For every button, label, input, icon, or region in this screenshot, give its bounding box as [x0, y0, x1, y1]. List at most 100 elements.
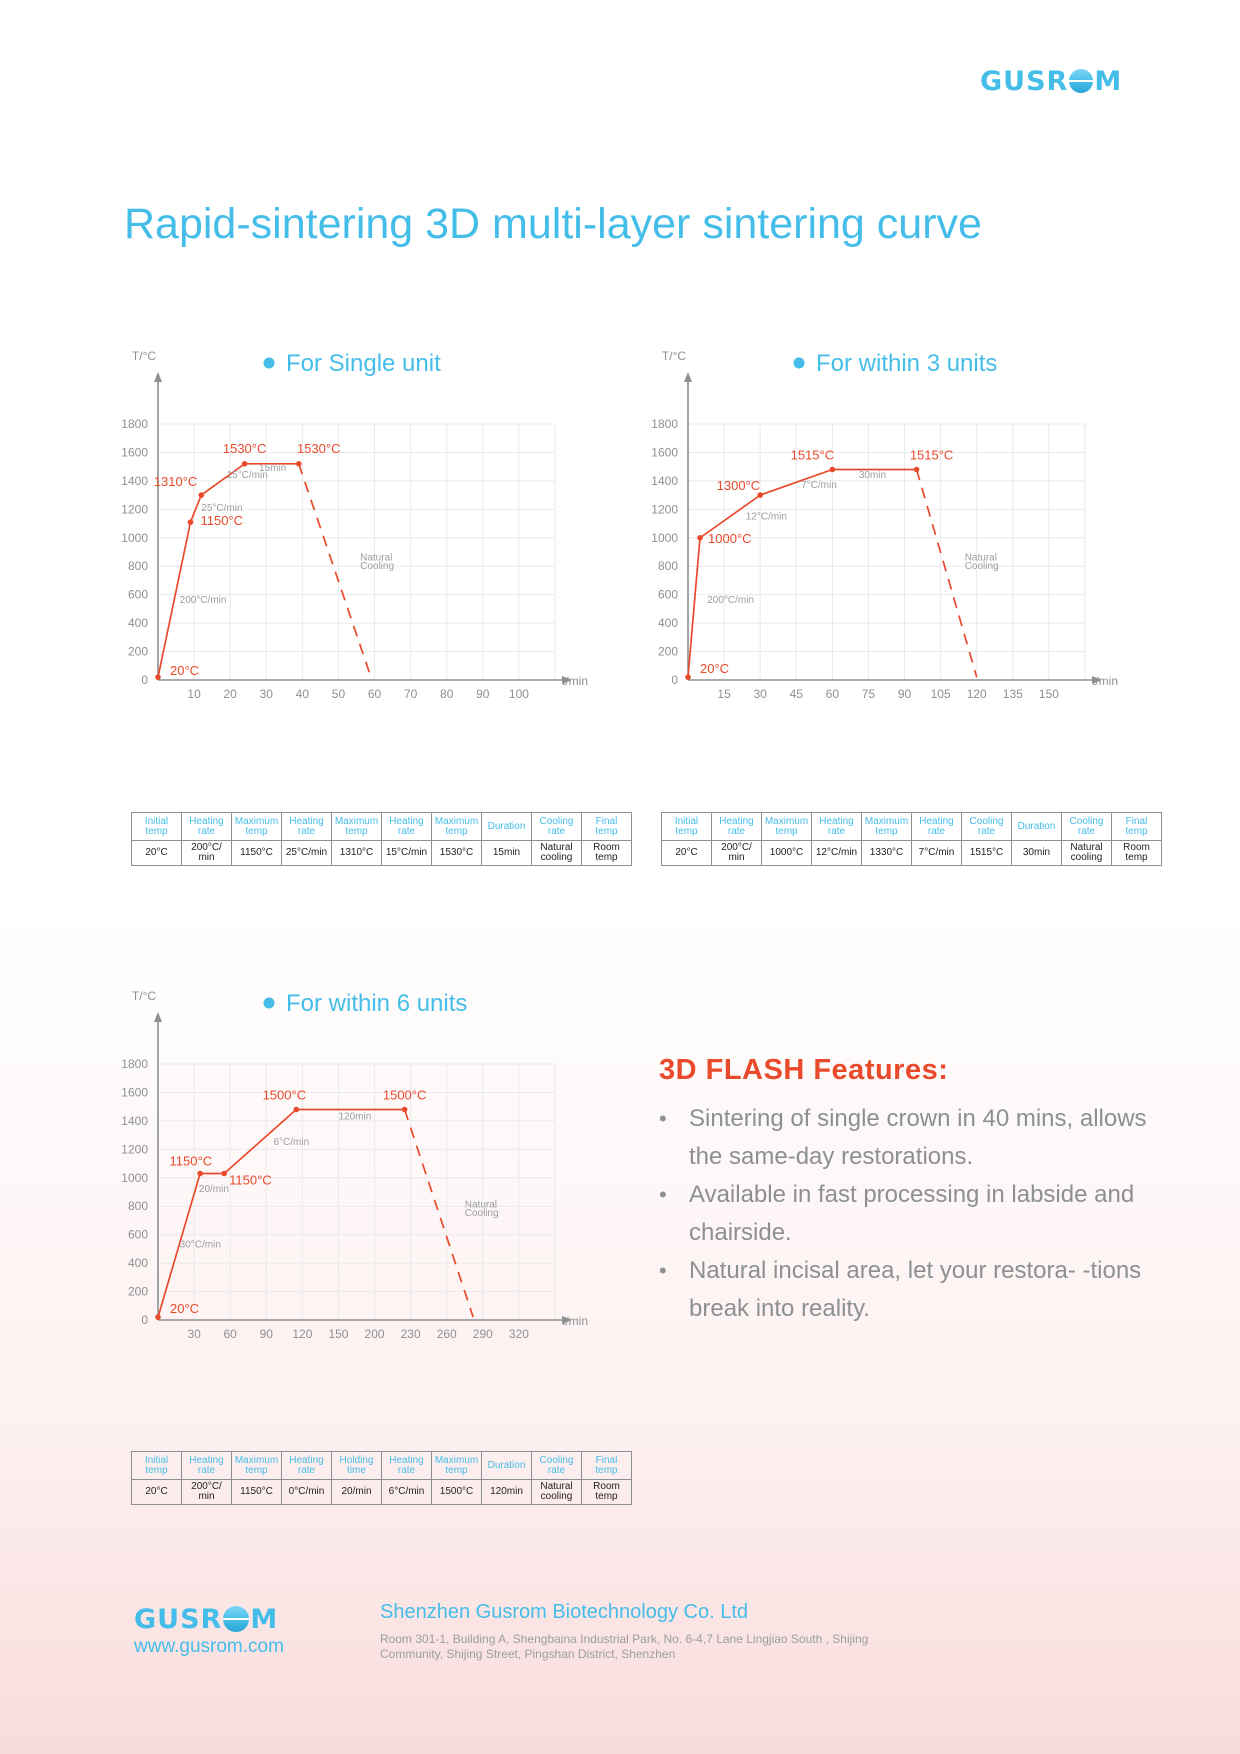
x-tick-label: 60	[224, 1327, 238, 1341]
y-tick-label: 1400	[121, 1114, 148, 1128]
temperature-label: 1500°C	[383, 1088, 427, 1103]
temperature-label: 1530°C	[223, 441, 267, 456]
y-tick-label: 1000	[121, 1171, 148, 1185]
y-tick-label: 1200	[121, 1142, 148, 1156]
y-tick-label: 1800	[121, 417, 148, 431]
data-point	[401, 1106, 408, 1113]
table-header-cell: Heating rate	[811, 812, 862, 841]
table-cell: 200°C/ min	[711, 840, 762, 866]
y-tick-label: 200	[128, 1285, 148, 1299]
temperature-label: 1515°C	[910, 448, 954, 463]
y-axis-arrow	[684, 372, 692, 382]
table-cell: Room temp	[1111, 840, 1162, 866]
rate-label: 30°C/min	[180, 1239, 221, 1250]
table-cell: 1150°C	[231, 840, 282, 866]
table-header-cell: Initial temp	[661, 812, 712, 841]
temperature-label: 1530°C	[297, 441, 341, 456]
temperature-label: 1150°C	[229, 1173, 272, 1188]
table-header-cell: Duration	[1011, 812, 1062, 841]
y-tick-label: 200	[658, 645, 678, 659]
table-cell: 15min	[481, 840, 532, 866]
x-tick-label: 30	[260, 687, 274, 701]
temperature-label: 1515°C	[791, 448, 835, 463]
table-header-cell: Final temp	[581, 812, 632, 841]
x-tick-label: 90	[476, 687, 490, 701]
rate-label: 7°C/min	[801, 480, 837, 491]
table-header-cell: Heating rate	[381, 812, 432, 841]
website-link[interactable]: www.gusrom.com	[134, 1636, 284, 1657]
table-cell: Natural cooling	[1061, 840, 1112, 866]
rate-label: 200°C/min	[707, 595, 754, 606]
table-row: 20°C 200°C/ min 1000°C 12°C/min 1330°C 7°C/mi…	[661, 840, 1162, 866]
x-axis-label: t/min	[562, 674, 588, 688]
title-bullet-icon	[793, 357, 805, 369]
table-header-cell: Heating rate	[281, 1451, 332, 1480]
chart-svg: T/°C t/min For Single unit 0 200 400 600 800 100…	[121, 349, 588, 701]
table-header-row: Initial temp Heating rate Maximum temp Heat…	[661, 812, 1162, 841]
table-header-cell: Heating rate	[711, 812, 762, 841]
grid-lines	[158, 1063, 556, 1320]
x-tick-label: 150	[328, 1327, 348, 1341]
params-table-within-6-units: Initial temp Heating rate Maximum temp Heat…	[131, 1451, 632, 1505]
y-tick-label: 1000	[651, 531, 678, 545]
x-tick-label: 30	[754, 687, 768, 701]
x-tick-label: 290	[473, 1327, 493, 1341]
table-header-cell: Maximum temp	[431, 812, 482, 841]
rate-label: Natural	[360, 553, 392, 564]
rate-label: 12°C/min	[746, 511, 787, 522]
x-tick-label: 60	[368, 687, 382, 701]
title-bullet-icon	[263, 997, 275, 1009]
company-name: Shenzhen Gusrom Biotechnology Co. Ltd	[380, 1601, 748, 1623]
rate-label: 15°C/min	[227, 470, 268, 481]
x-axis-arrow	[1092, 676, 1102, 684]
table-header-cell: Final temp	[1111, 812, 1162, 841]
table-header-row: Initial temp Heating rate Maximum temp Heat…	[131, 1451, 632, 1480]
y-tick-label: 600	[128, 1228, 148, 1242]
x-tick-label: 260	[437, 1327, 457, 1341]
table-header-cell: Duration	[481, 812, 532, 841]
y-tick-label: 400	[128, 616, 148, 630]
table-row: 20°C 200°C/ min 1150°C 25°C/min 1310°C 15°C/m…	[131, 840, 632, 866]
y-tick-label: 400	[128, 1256, 148, 1270]
rate-label: Cooling	[465, 1208, 499, 1219]
table-cell: 1000°C	[761, 840, 812, 866]
x-tick-label: 90	[260, 1327, 274, 1341]
x-tick-label: 10	[187, 687, 201, 701]
features-list: Sintering of single crown in 40 mins, al…	[659, 1100, 1159, 1328]
table-header-cell: Holding time	[331, 1451, 382, 1480]
data-point	[221, 1170, 227, 1177]
cooling-curve-line	[403, 1109, 475, 1318]
table-cell: 120min	[481, 1479, 532, 1505]
data-point	[293, 1106, 300, 1113]
y-tick-label: 1400	[651, 474, 678, 488]
table-header-cell: Maximum temp	[431, 1451, 482, 1480]
table-cell: Natural cooling	[531, 1479, 582, 1505]
table-header-cell: Cooling rate	[531, 1451, 582, 1480]
y-tick-label: 0	[141, 673, 148, 687]
x-tick-label: 120	[292, 1327, 312, 1341]
table-header-cell: Duration	[481, 1451, 532, 1480]
data-point	[829, 466, 836, 473]
heating-curve-line	[687, 468, 917, 678]
temperature-label: 1300°C	[717, 478, 761, 493]
temperature-label: 1500°C	[263, 1088, 307, 1103]
x-tick-label: 230	[401, 1327, 421, 1341]
table-cell: 12°C/min	[811, 840, 862, 866]
x-tick-label: 70	[404, 687, 418, 701]
temperature-label: 20°C	[170, 663, 199, 678]
rate-label: Natural	[465, 1200, 497, 1211]
chart-single-unit: T/°C t/min For Single unit 0 200 400 600 800 100…	[110, 344, 590, 729]
y-tick-label: 400	[658, 616, 678, 630]
chart-svg: T/°C t/min For within 3 units 0 200 400 600 800…	[651, 349, 1118, 701]
rate-label: 15min	[259, 463, 286, 474]
x-tick-label: 200	[365, 1327, 385, 1341]
page-title: Rapid-sintering 3D multi-layer sintering…	[124, 200, 982, 248]
y-tick-label: 1800	[121, 1057, 148, 1071]
y-axis-label: T/°C	[662, 349, 686, 363]
temperature-label: 20°C	[700, 661, 729, 676]
y-tick-label: 1600	[651, 445, 678, 459]
y-tick-label: 1200	[121, 502, 148, 516]
x-tick-label: 50	[332, 687, 346, 701]
y-tick-label: 1400	[121, 474, 148, 488]
feature-item: Natural incisal area, let your restora- …	[659, 1252, 1159, 1328]
